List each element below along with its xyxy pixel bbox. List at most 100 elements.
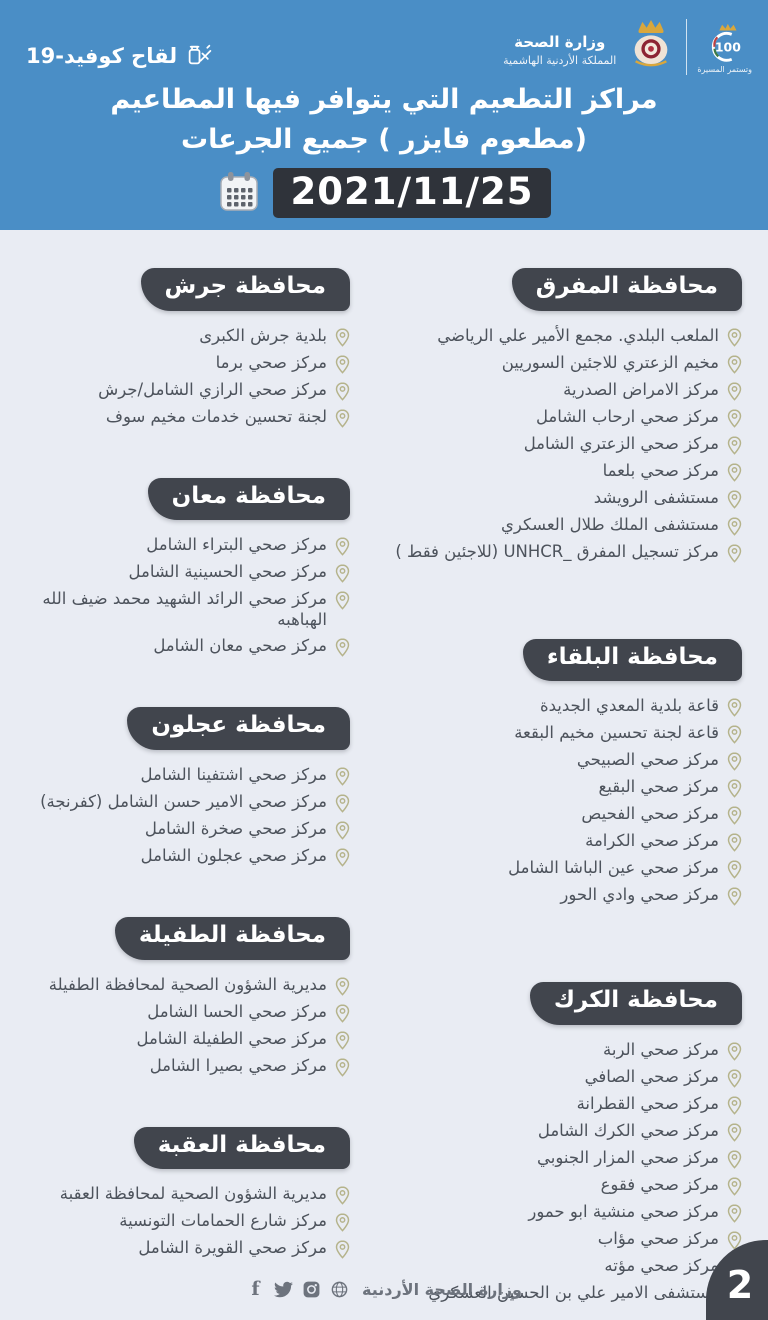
location-pin-icon xyxy=(727,381,742,401)
location-pin-icon xyxy=(727,435,742,455)
center-name: مركز صحي الرائد الشهيد محمد ضيف الله اله… xyxy=(42,589,327,629)
center-list-item: مركز صحي الصافي xyxy=(370,1067,742,1088)
center-list: مركز صحي البتراء الشامل مركز صحي الحسيني… xyxy=(22,535,350,658)
governorate-title: محافظة معان xyxy=(147,477,350,521)
location-pin-icon xyxy=(727,354,742,374)
center-name: مخيم الزعتري للاجئين السوريين xyxy=(501,352,719,372)
divider xyxy=(686,19,688,75)
brand-cluster: 100 وتستمر المسيرة xyxy=(503,16,752,78)
center-list-item: مركز الامراض الصدرية xyxy=(370,380,742,401)
facebook-icon: f xyxy=(251,1277,260,1300)
center-list-item: مركز صحي بلعما xyxy=(370,461,742,482)
vaccine-icon xyxy=(186,40,213,72)
kingdom-name: المملكة الأردنية الهاشمية xyxy=(503,54,617,67)
governorate-section: محافظة العقبة مديرية الشؤون الصحية لمحاف… xyxy=(22,1126,350,1260)
center-name: مركز صحي الفحيص xyxy=(581,804,719,824)
governorate-title: محافظة عجلون xyxy=(127,707,350,751)
governorate-title: محافظة الكرك xyxy=(529,982,742,1025)
center-list: بلدية جرش الكبرى مركز صحي برما مركز صحي … xyxy=(22,326,350,428)
center-list-item: مركز تسجيل المفرق _UNHCR (للاجئين فقط ) xyxy=(370,542,742,563)
center-name: الملعب البلدي. مجمع الأمير علي الرياضي xyxy=(437,325,719,345)
governorate-title: محافظة البلقاء xyxy=(522,638,742,682)
center-name: مركز صحي القطرانة xyxy=(576,1093,719,1113)
center-name: مركز صحي مؤته xyxy=(604,1255,719,1275)
location-pin-icon xyxy=(335,354,350,374)
center-list-item: مركز صحي الصبيحي xyxy=(370,750,742,771)
page-subtitle: (مطعوم فايزر ) جميع الجرعات xyxy=(181,124,587,155)
center-name: بلدية جرش الكبرى xyxy=(199,325,327,345)
center-name: مركز صحي معان الشامل xyxy=(153,636,327,656)
center-name: مركز صحي مؤاب xyxy=(597,1228,719,1248)
center-list: الملعب البلدي. مجمع الأمير علي الرياضي م… xyxy=(370,326,742,563)
governorate-section: محافظة معان مركز صحي البتراء الشامل مركز… xyxy=(22,477,350,658)
center-name: مركز صحي المزار الجنوبي xyxy=(537,1147,719,1167)
center-list-item: مركز صحي الامير حسن الشامل (كفرنجة) xyxy=(22,792,350,813)
location-pin-icon xyxy=(727,327,742,347)
footer-ministry-label: وزارة الصحة الأردنية xyxy=(362,1279,522,1299)
center-list-item: مركز صحي صخرة الشامل xyxy=(22,819,350,840)
center-list-item: مركز صحي فقوع xyxy=(370,1175,742,1196)
center-list: مديرية الشؤون الصحية لمحافظة العقبة مركز… xyxy=(22,1184,350,1259)
location-pin-icon xyxy=(335,381,350,401)
center-name: مركز صحي فقوع xyxy=(600,1174,719,1194)
center-list-item: مركز صحي بصيرا الشامل xyxy=(22,1056,350,1077)
location-pin-icon xyxy=(727,860,742,879)
location-pin-icon xyxy=(727,752,742,771)
center-list-item: بلدية جرش الكبرى xyxy=(22,326,350,347)
location-pin-icon xyxy=(335,794,350,813)
covid-label-text: لقاح كوفيد-19 xyxy=(26,44,178,68)
center-list-item: مركز صحي الكرك الشامل xyxy=(370,1121,742,1142)
center-name: مركز صحي صخرة الشامل xyxy=(144,819,327,839)
center-list-item: مستشفى الرويشد xyxy=(370,488,742,509)
center-name: مركز تسجيل المفرق _UNHCR (للاجئين فقط ) xyxy=(395,541,719,561)
centennial-caption: وتستمر المسيرة xyxy=(697,64,752,74)
location-pin-icon xyxy=(335,408,350,428)
center-list-item: مركز صحي البقيع xyxy=(370,777,742,798)
center-name: مركز صحي بلعما xyxy=(602,460,719,480)
location-pin-icon xyxy=(335,1057,350,1077)
center-list-item: مركز صحي الحسينية الشامل xyxy=(22,562,350,583)
center-name: مديرية الشؤون الصحية لمحافظة الطفيلة xyxy=(48,974,327,994)
svg-text:100: 100 xyxy=(715,39,741,54)
center-name: مديرية الشؤون الصحية لمحافظة العقبة xyxy=(59,1184,327,1204)
coat-of-arms-icon xyxy=(626,16,676,78)
center-name: مركز صحي القويرة الشامل xyxy=(138,1238,327,1258)
center-name: قاعة لجنة تحسين مخيم البقعة xyxy=(514,723,719,743)
center-list-item: مركز صحي ارحاب الشامل xyxy=(370,407,742,428)
center-name: مستشفى الامير علي بن الحسين العسكري xyxy=(428,1282,719,1302)
center-name: مركز صحي الحسينية الشامل xyxy=(128,562,327,582)
center-list-item: مركز صحي مؤاب xyxy=(370,1229,742,1250)
content: محافظة المفرق الملعب البلدي. مجمع الأمير… xyxy=(0,230,768,1304)
center-list-item: مركز صحي القويرة الشامل xyxy=(22,1238,350,1259)
centennial-logo: 100 وتستمر المسيرة xyxy=(697,21,752,74)
location-pin-icon xyxy=(727,1177,742,1196)
ministry-name: وزارة الصحة xyxy=(514,33,606,51)
center-list-item: مركز صحي الفحيص xyxy=(370,804,742,825)
center-list: قاعة بلدية المعدي الجديدة قاعة لجنة تحسي… xyxy=(370,696,742,906)
center-name: مركز صحي الزعتري الشامل xyxy=(523,433,719,453)
location-pin-icon xyxy=(727,489,742,509)
location-pin-icon xyxy=(727,543,742,563)
center-name: مركز صحي اشتفينا الشامل xyxy=(140,765,327,785)
covid-vaccine-label: لقاح كوفيد-19 xyxy=(26,40,213,72)
location-pin-icon xyxy=(335,821,350,840)
center-name: مركز صحي الصبيحي xyxy=(576,750,719,770)
location-pin-icon xyxy=(727,1204,742,1223)
location-pin-icon xyxy=(335,1030,350,1050)
center-list-item: مركز صحي عين الباشا الشامل xyxy=(370,858,742,879)
center-list-item: مركز صحي الكرامة xyxy=(370,831,742,852)
center-name: مركز صحي الطفيلة الشامل xyxy=(136,1028,327,1048)
column-left: محافظة جرش بلدية جرش الكبرى مركز صحي برم… xyxy=(22,268,350,1259)
center-name: مركز صحي البتراء الشامل xyxy=(146,535,327,555)
center-list-item: مركز صحي الرازي الشامل/جرش xyxy=(22,380,350,401)
governorate-section: محافظة الطفيلة مديرية الشؤون الصحية لمحا… xyxy=(22,917,350,1077)
twitter-icon xyxy=(274,1280,293,1299)
center-name: مركز صحي البقيع xyxy=(598,777,719,797)
location-pin-icon xyxy=(335,537,350,556)
header: 100 وتستمر المسيرة xyxy=(0,0,768,230)
center-name: مركز صحي الامير حسن الشامل (كفرنجة) xyxy=(40,792,327,812)
location-pin-icon xyxy=(727,725,742,744)
center-name: مركز الامراض الصدرية xyxy=(563,379,719,399)
footer: وزارة الصحة الأردنية f xyxy=(0,1258,768,1320)
center-list-item: مركز صحي عجلون الشامل xyxy=(22,846,350,867)
